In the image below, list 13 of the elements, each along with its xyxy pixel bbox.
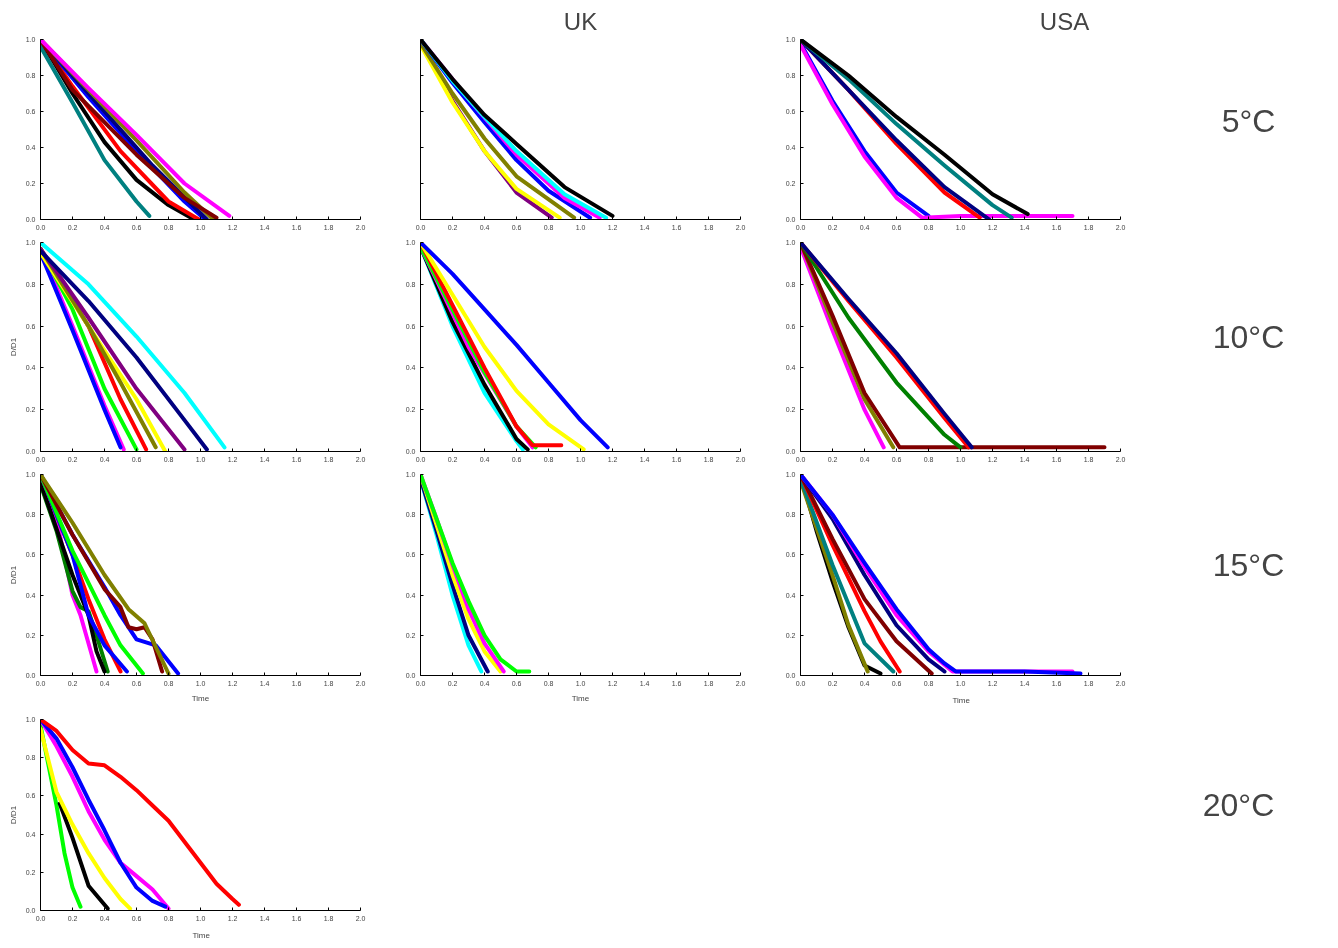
x-axis-title: Time <box>192 930 211 940</box>
y-axis-title: D/D1 <box>8 565 18 585</box>
text: 5°C <box>1221 102 1276 139</box>
x-axis-title: Time <box>952 695 971 705</box>
text: 10°C <box>1212 318 1285 355</box>
chart-title: UK <box>563 7 598 35</box>
text: 15°C <box>1212 546 1285 583</box>
chart-title: USA <box>1039 7 1090 35</box>
x-axis-title: Time <box>191 693 210 703</box>
text: 20°C <box>1202 787 1275 824</box>
y-axis-title: D/D1 <box>8 337 18 357</box>
y-axis-title: D/D1 <box>8 805 18 825</box>
x-axis-title: Time <box>571 693 590 703</box>
